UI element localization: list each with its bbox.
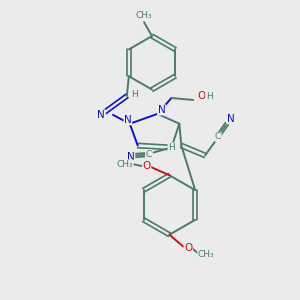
Text: N: N [124,115,132,125]
Text: CH₃: CH₃ [116,160,133,169]
Text: CH₃: CH₃ [198,250,214,259]
Text: C: C [146,150,152,159]
Text: O: O [142,161,151,171]
Text: H: H [168,143,175,152]
Text: CH₃: CH₃ [136,11,152,20]
Text: N: N [97,110,105,120]
Text: O: O [184,243,192,253]
Text: N: N [227,114,235,124]
Text: H: H [206,92,212,100]
Text: O: O [197,91,205,101]
Text: N: N [127,152,135,162]
Text: H: H [131,89,138,98]
Text: N: N [158,105,165,115]
Text: C: C [215,132,221,141]
